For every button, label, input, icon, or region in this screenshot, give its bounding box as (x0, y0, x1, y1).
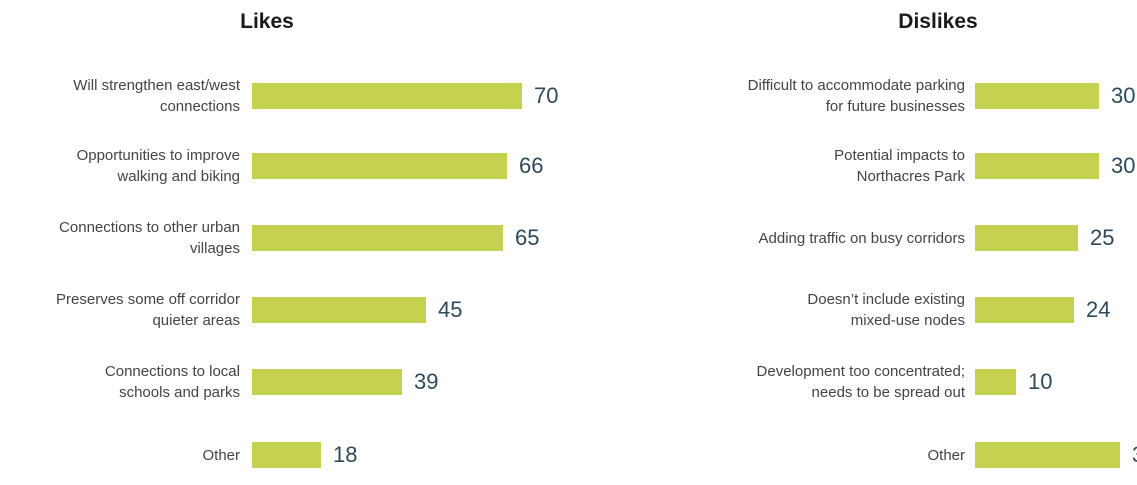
dislikes-category-label-line: Northacres Park (856, 168, 965, 185)
likes-bar-row: Preserves some off corridor quieter areas… (0, 280, 580, 340)
likes-category-label-line: Preserves some off corridor (56, 291, 240, 308)
dislikes-bar (975, 83, 1099, 109)
likes-value-label: 45 (438, 297, 463, 322)
likes-bar-row: Connections to local schools and parks 39 (0, 352, 580, 412)
dislikes-bar-row: Difficult to accommodate parking for futu… (580, 66, 1137, 126)
dislikes-value-label: 35 (1132, 442, 1137, 468)
likes-bar (252, 153, 507, 179)
likes-category-label: Connections to other urban villages (0, 208, 240, 268)
dislikes-bar-row: Adding traffic on busy corridors 25 (580, 208, 1137, 268)
dislikes-bar-row: Other 35 (580, 425, 1137, 485)
likes-category-label: Other (0, 425, 240, 485)
likes-bar-row: Opportunities to improve walking and biki… (0, 136, 580, 196)
likes-category-label-line: Opportunities to improve (76, 147, 240, 164)
likes-bar (252, 297, 426, 323)
likes-category-label-line: Other (202, 446, 240, 464)
dislikes-bar (975, 225, 1078, 251)
dislikes-bar-row: Development too concentrated; needs to be… (580, 352, 1137, 412)
dislikes-category-label-line: Development too concentrated; (756, 363, 965, 380)
dislikes-bar (975, 153, 1099, 179)
likes-category-label-line: Connections to local (104, 363, 240, 380)
likes-chart: Likes Will strengthen east/west connectio… (0, 0, 580, 470)
dislikes-value-label: 24 (1086, 297, 1111, 322)
dislikes-bar (975, 442, 1120, 468)
likes-category-label: Preserves some off corridor quieter areas (0, 280, 240, 340)
likes-bar-row: Connections to other urban villages 65 (0, 208, 580, 268)
dislikes-chart: Dislikes Difficult to accommodate parkin… (580, 0, 1137, 470)
dislikes-category-label-line: Difficult to accommodate parking (747, 77, 965, 94)
dislikes-category-label: Potential impacts to Northacres Park (580, 136, 965, 196)
likes-category-label-line: connections (159, 98, 240, 115)
dislikes-category-label: Other (580, 425, 965, 485)
dislikes-category-label-line: Other (927, 446, 965, 464)
dislikes-value-label: 30 (1111, 83, 1136, 108)
dislikes-category-label: Development too concentrated; needs to be… (580, 352, 965, 412)
likes-value-label: 70 (534, 83, 559, 108)
likes-category-label: Connections to local schools and parks (0, 352, 240, 412)
likes-category-label-line: villages (189, 240, 240, 257)
dislikes-value-label: 30 (1111, 153, 1136, 178)
dislikes-value-label: 25 (1090, 225, 1115, 250)
dislikes-category-label-line: needs to be spread out (811, 384, 965, 401)
likes-bar (252, 225, 503, 251)
likes-category-label-line: Connections to other urban (59, 219, 240, 236)
dislikes-category-label: Difficult to accommodate parking for futu… (580, 66, 965, 126)
likes-category-label-line: Will strengthen east/west (73, 77, 240, 94)
likes-category-label-line: schools and parks (119, 384, 240, 401)
dislikes-bar (975, 369, 1016, 395)
likes-value-label: 66 (519, 153, 544, 178)
likes-value-label: 65 (515, 225, 540, 250)
dislikes-category-label-line: Potential impacts to (834, 147, 965, 164)
dislikes-bar (975, 297, 1074, 323)
likes-category-label: Will strengthen east/west connections (0, 66, 240, 126)
likes-value-label: 39 (414, 369, 439, 394)
likes-bar (252, 83, 522, 109)
likes-bar (252, 369, 402, 395)
dislikes-category-label-line: Adding traffic on busy corridors (758, 229, 966, 247)
dislikes-category-label-line: mixed-use nodes (850, 312, 965, 329)
likes-bar (252, 442, 321, 468)
dislikes-category-label: Doesn’t include existing mixed-use nodes (580, 280, 965, 340)
dislikes-bar-row: Potential impacts to Northacres Park 30 (580, 136, 1137, 196)
likes-bar-row: Other 18 (0, 425, 580, 485)
dislikes-category-label: Adding traffic on busy corridors (580, 208, 966, 268)
likes-category-label: Opportunities to improve walking and biki… (0, 136, 240, 196)
likes-bar-row: Will strengthen east/west connections 70 (0, 66, 580, 126)
dislikes-value-label: 10 (1028, 369, 1053, 394)
likes-value-label: 18 (333, 442, 358, 467)
dislikes-chart-title: Dislikes (898, 10, 978, 33)
likes-category-label-line: quieter areas (152, 312, 240, 329)
dislikes-category-label-line: for future businesses (825, 98, 965, 115)
likes-category-label-line: walking and biking (117, 168, 240, 185)
dislikes-bar-row: Doesn’t include existing mixed-use nodes 2… (580, 280, 1137, 340)
dislikes-category-label-line: Doesn’t include existing (807, 291, 965, 308)
likes-chart-title: Likes (240, 10, 294, 33)
